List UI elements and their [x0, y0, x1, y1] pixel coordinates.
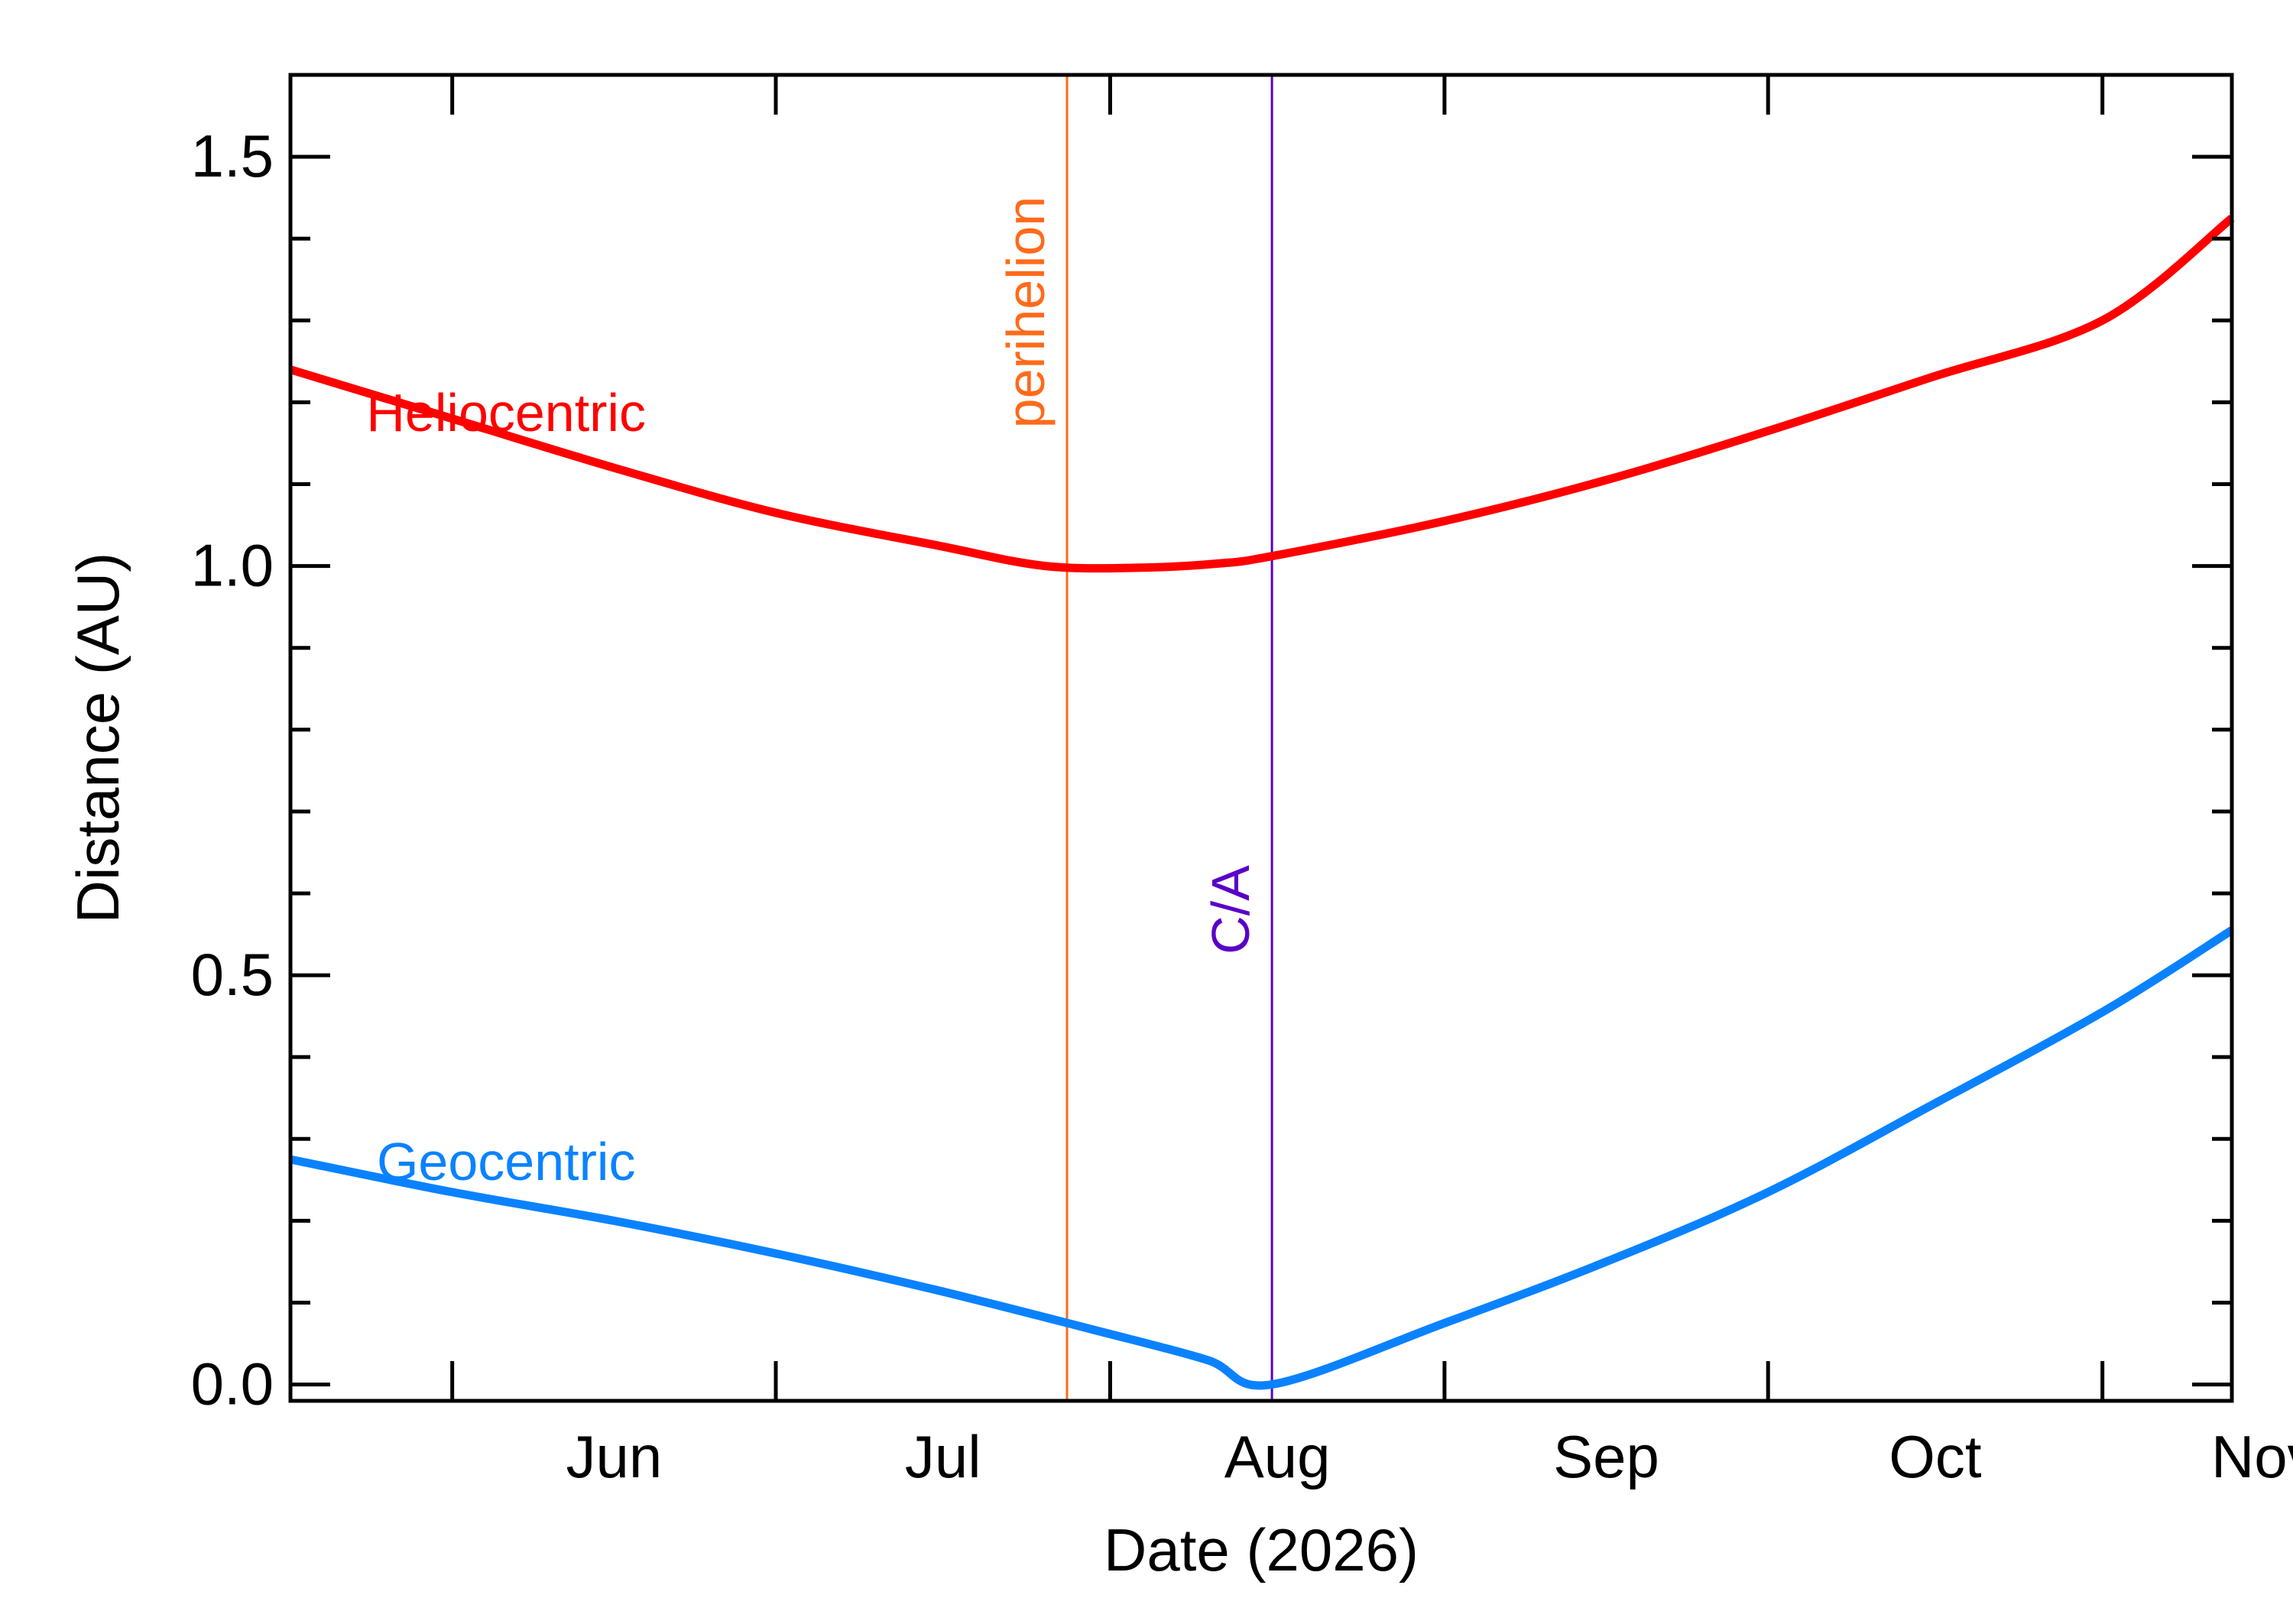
axis-labels: 0.0 0.5 1.0 1.5 Jun Jul Aug Sep Oct Nov: [191, 122, 2293, 1490]
x-tick-label: Aug: [1224, 1423, 1331, 1490]
series-line-geocentric: [289, 926, 2234, 1390]
data-series: Heliocentric Geocentric: [289, 215, 2235, 1390]
x-axis-label: Date (2026): [1104, 1516, 1419, 1583]
series-label-heliocentric: Heliocentric: [366, 383, 646, 442]
y-tick-label: 1.0: [191, 532, 274, 599]
y-tick-label: 0.5: [191, 941, 274, 1008]
x-tick-label: Jun: [566, 1423, 662, 1490]
vline-label: perihelion: [996, 196, 1056, 429]
x-tick-label: Nov: [2211, 1423, 2293, 1490]
axis-ticks: [290, 73, 2232, 1401]
series-label-geocentric: Geocentric: [377, 1132, 635, 1191]
y-tick-label: 0.0: [191, 1350, 274, 1418]
vertical-markers: perihelion C/A: [996, 75, 1273, 1401]
plot-frame: [288, 73, 2234, 1403]
x-tick-label: Sep: [1553, 1423, 1659, 1490]
x-tick-label: Oct: [1889, 1423, 1982, 1490]
vline-label: C/A: [1201, 865, 1260, 955]
y-tick-label: 1.5: [191, 122, 274, 190]
x-tick-label: Jul: [905, 1423, 981, 1490]
y-axis-label: Distance (AU): [64, 553, 131, 923]
series-line-heliocentric: [289, 215, 2235, 573]
